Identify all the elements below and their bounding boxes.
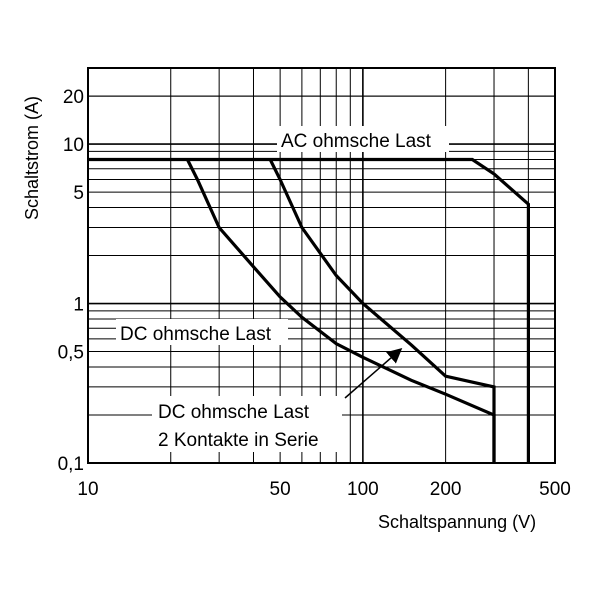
x-tick-label: 100 bbox=[347, 479, 379, 500]
series-line-1 bbox=[88, 157, 530, 463]
series-line-2 bbox=[268, 158, 496, 463]
y-tick-label: 5 bbox=[73, 183, 84, 204]
dc-label-bg bbox=[116, 319, 288, 345]
dc2-label-bg bbox=[152, 396, 342, 452]
y-tick-label: 1 bbox=[73, 295, 84, 316]
ac-label-bg bbox=[277, 126, 449, 152]
x-tick-label: 200 bbox=[430, 479, 462, 500]
y-tick-label: 10 bbox=[63, 135, 84, 156]
plot-frame bbox=[87, 67, 556, 464]
dc2-series-label-line1: DC ohmsche Last bbox=[158, 402, 310, 423]
tick-labels: 10 50 100 200 500 0,1 0,5 1 5 10 20 bbox=[58, 87, 571, 500]
y-tick-label: 20 bbox=[63, 87, 84, 108]
y-tick-label: 0,5 bbox=[58, 343, 84, 364]
curves bbox=[88, 157, 530, 463]
y-tick-label: 0,1 bbox=[58, 454, 84, 475]
dc2-series-label-line2: 2 Kontakte in Serie bbox=[158, 430, 319, 451]
series-line-3 bbox=[185, 158, 496, 463]
annotation-arrow bbox=[344, 348, 403, 399]
y-axis-title: Schaltstrom (A) bbox=[22, 96, 42, 220]
x-axis-title: Schaltspannung (V) bbox=[378, 512, 536, 532]
ac-series-label: AC ohmsche Last bbox=[281, 131, 432, 152]
x-tick-label: 50 bbox=[270, 479, 291, 500]
x-tick-label: 10 bbox=[77, 479, 98, 500]
x-tick-label: 500 bbox=[539, 479, 571, 500]
dc-series-label: DC ohmsche Last bbox=[120, 324, 272, 345]
